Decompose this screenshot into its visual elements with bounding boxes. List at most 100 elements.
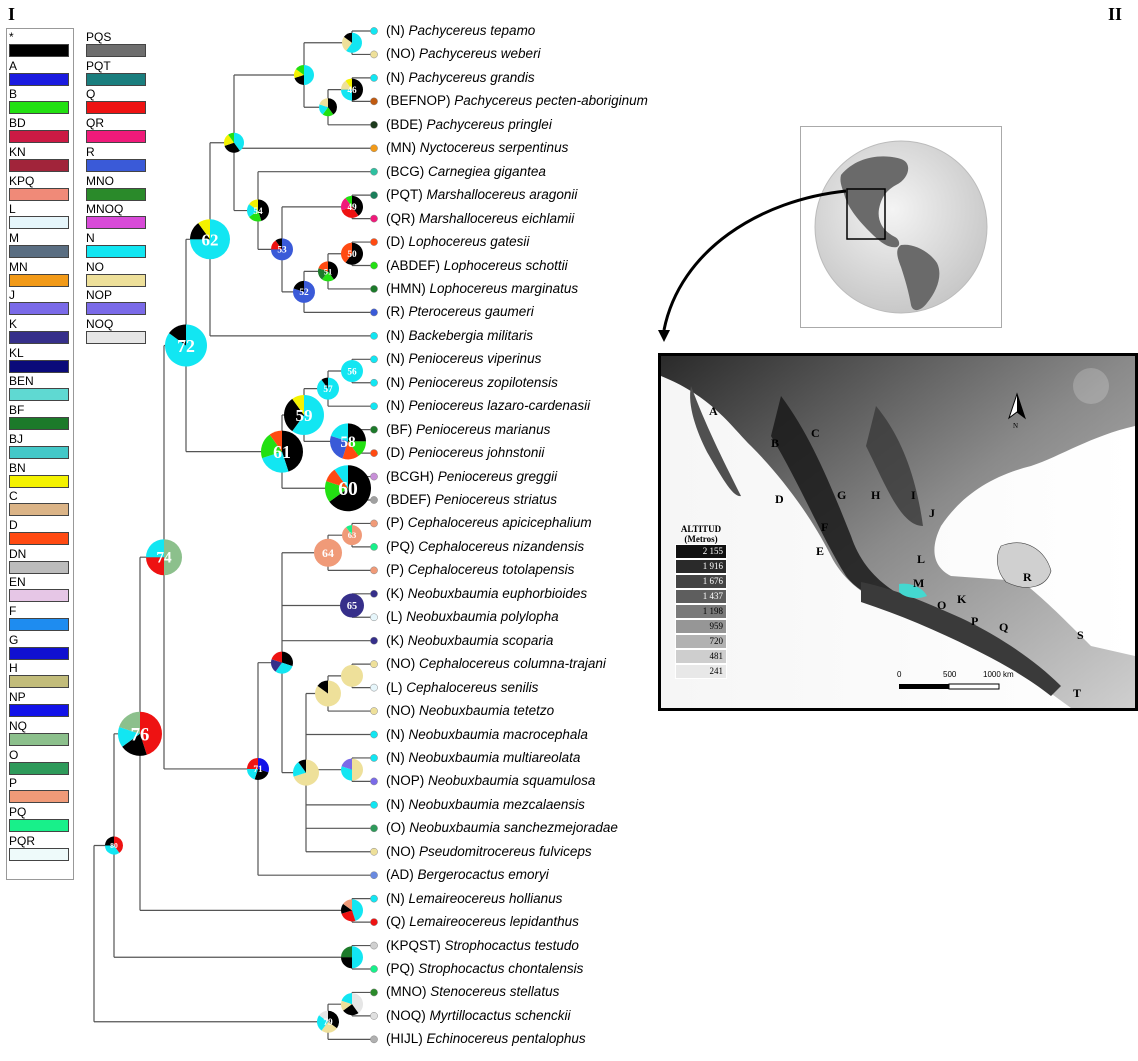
altitude-row: 720 xyxy=(675,634,727,649)
legend-item-O: O xyxy=(9,748,69,775)
tip-label: (PQ) Strophocactus chontalensis xyxy=(386,961,583,977)
sierra-madre-oriental xyxy=(866,406,923,526)
legend-swatch xyxy=(86,187,146,201)
node-pie-chart: 53 xyxy=(271,238,293,261)
region-label-q: Q xyxy=(999,620,1009,634)
tip-dot xyxy=(370,988,378,997)
pie-slice xyxy=(275,662,293,674)
tip-species-name: Lophocereus gatesii xyxy=(404,234,530,250)
tip-dot xyxy=(370,191,378,199)
tip-label: (N) Neobuxbaumia mezcalaensis xyxy=(386,797,585,813)
legend-item-N: N xyxy=(86,230,146,258)
legend-swatch xyxy=(86,244,146,258)
tip-dot xyxy=(370,847,378,856)
tip-label: (NO) Pachycereus weberi xyxy=(386,46,541,62)
node-label: 72 xyxy=(177,336,195,356)
node-pie-chart xyxy=(341,899,364,922)
pie-slice xyxy=(282,651,293,667)
pie-slice xyxy=(322,107,334,117)
tip-area-code: (N) xyxy=(386,726,405,742)
legend-label: KPQ xyxy=(9,173,35,188)
legend-label: PQT xyxy=(86,58,111,73)
pie-slice xyxy=(114,836,124,853)
node-label: 54 xyxy=(253,207,263,217)
altitude-row: 1 916 xyxy=(675,559,727,574)
tip-dot xyxy=(370,754,378,762)
legend-swatch xyxy=(86,273,146,287)
legend-label: N xyxy=(86,230,95,245)
node-pie-chart: 79 xyxy=(316,1010,339,1033)
tip-dot xyxy=(370,449,378,457)
balsas-highlight xyxy=(899,583,927,599)
pie-slice xyxy=(345,78,352,90)
pie-slice xyxy=(341,664,363,687)
legend-item-MN: MN xyxy=(9,260,69,287)
legend-swatch xyxy=(9,503,69,517)
pie-slice xyxy=(352,993,364,1014)
legend-label: BEN xyxy=(9,374,34,389)
tip-label: (N) Peniocereus viperinus xyxy=(386,351,541,367)
node-pie-chart: 72 xyxy=(165,324,207,367)
legend-item-C: C xyxy=(9,489,69,517)
node-label: 60 xyxy=(338,479,358,500)
node-pie-chart xyxy=(293,64,314,85)
tip-label: (BDEF) Peniocereus striatus xyxy=(386,492,557,508)
legend-label: P xyxy=(9,776,18,791)
node-pie-chart: 49 xyxy=(341,195,363,218)
node-pie-chart xyxy=(319,98,338,117)
pie-slice xyxy=(140,711,163,755)
legend-swatch xyxy=(9,44,69,57)
node-pie-chart xyxy=(341,993,364,1016)
node-pie-chart: 71 xyxy=(247,757,269,780)
pie-slice xyxy=(169,324,186,346)
legend-label: C xyxy=(9,489,18,504)
tip-area-code: (BDEF) xyxy=(386,492,431,507)
node-pie-chart: 51 xyxy=(317,261,338,282)
legend-item-H: H xyxy=(9,662,69,689)
southern-highlands xyxy=(861,582,1061,696)
pie-slice xyxy=(224,134,234,146)
region-label-e: E xyxy=(816,544,825,558)
tip-label: (L) Neobuxbaumia polylopha xyxy=(386,609,559,625)
pie-slice xyxy=(258,757,269,773)
legend-item-PQ: PQ xyxy=(9,805,69,832)
pie-slice xyxy=(258,199,270,222)
region-label-d: D xyxy=(775,492,784,506)
globe-inset xyxy=(800,126,1002,328)
tip-species-name: Pachycereus grandis xyxy=(404,69,535,85)
tip-species-name: Neobuxbaumia sanchezmejoradae xyxy=(405,820,618,836)
tip-dot xyxy=(370,120,378,129)
pie-slice xyxy=(342,525,363,546)
tip-area-code: (BDE) xyxy=(386,116,423,132)
pie-slice xyxy=(328,98,338,115)
region-label-m: M xyxy=(913,576,925,590)
node-pie-chart xyxy=(340,758,363,781)
tip-area-code: (K) xyxy=(386,585,404,601)
south-america-shape xyxy=(897,244,940,311)
legend-label: BD xyxy=(9,116,26,131)
tip-species-name: Cephalocereus nizandensis xyxy=(414,538,585,554)
tip-dot xyxy=(370,355,378,364)
pie-slice xyxy=(190,223,210,240)
tip-species-name: Stenocereus stellatus xyxy=(426,984,560,1000)
pie-slice xyxy=(249,210,262,222)
pie-slice xyxy=(341,910,356,922)
node-label: 64 xyxy=(322,546,334,560)
tip-area-code: (ABDEF) xyxy=(386,257,440,273)
tip-species-name: Peniocereus striatus xyxy=(431,492,558,507)
tip-species-name: Cephalocereus totolapensis xyxy=(404,562,575,578)
pie-slice xyxy=(271,651,282,663)
legend-label: L xyxy=(9,202,16,217)
altitude-row: 1 676 xyxy=(675,574,727,589)
tip-area-code: (NO) xyxy=(386,703,416,719)
legend-swatch xyxy=(9,187,69,201)
region-label-j: J xyxy=(929,506,935,520)
region-label-i: I xyxy=(911,488,916,502)
tip-dot xyxy=(370,543,378,551)
legend-swatch xyxy=(86,158,146,172)
tip-dot xyxy=(370,144,378,153)
tip-label: (NOQ) Myrtillocactus schenckii xyxy=(386,1008,571,1024)
tip-dot xyxy=(370,941,378,950)
tip-area-code: (BCGH) xyxy=(386,468,434,484)
altitude-row: 959 xyxy=(675,619,727,634)
